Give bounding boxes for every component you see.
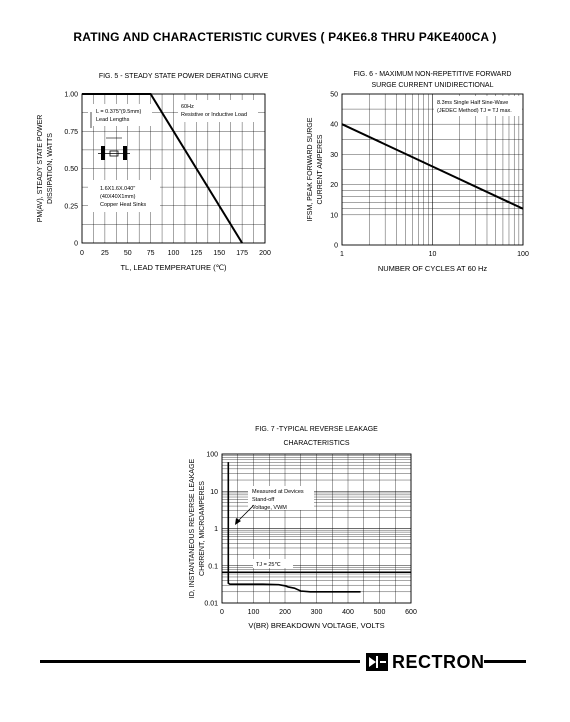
fig5-frame [81,93,266,244]
rectron-logo-icon [366,653,388,671]
fig5-annotation-text: L = 0.375"(9.5mm) [96,109,141,115]
fig6-frame [341,93,524,246]
fig5-y-tick-label: 0 [74,241,78,248]
fig5-x-tick-label: 0 [80,250,84,257]
fig5-x-tick-label: 200 [259,250,271,257]
fig7-x-tick-label: 400 [342,609,354,616]
fig7-y-tick-label: 0.01 [204,601,218,608]
fig5-annotation-box [178,100,258,122]
fig5-x-tick-label: 150 [213,250,225,257]
fig7-title: CHARACTERISTICS [283,440,349,447]
fig5-annotation-text: Copper Heat Sinks [100,202,146,208]
fig5-annotation-text: Resistive or Inductive Load [181,112,247,118]
footer-rule-left [40,660,360,663]
fig7-y-tick-label: 10 [210,489,218,496]
fig7-x-tick-label: 500 [374,609,386,616]
footer-rule-right [484,660,526,663]
fig6-series-line [341,123,524,210]
fig5-heatsink-icon [123,146,127,160]
fig5-annotation-text: 60Hz [181,104,194,110]
fig6-annotation-text: 8.3ms Single Half Sine-Wave [437,100,508,106]
fig7-y-tick-label: 100 [206,452,218,459]
fig7-annotation-text: Voltage, VWM [252,505,287,511]
fig7-y-axis-label: ID, INSTANTANEOUS REVERSE LEAKAGE [189,458,196,598]
fig6-annotation-box [434,96,522,116]
fig7-x-axis-label: V(BR) BREAKDOWN VOLTAGE, VOLTS [248,621,384,630]
fig6-y-tick-label: 0 [334,243,338,250]
fig6-annotation-text: (JEDEC Method) TJ = TJ max. [437,108,512,114]
fig7-y-tick-label: 0.1 [208,563,218,570]
fig7-pointer-arrow [236,504,255,523]
page-title: RATING AND CHARACTERISTIC CURVES ( P4KE6… [73,30,497,44]
fig5-y-tick-label: 0.50 [64,166,78,173]
fig5-series-line [82,93,243,244]
fig6-y-tick-label: 30 [330,152,338,159]
fig7-y-axis-label: CHRRENT, MICROAMPERES [199,481,206,576]
fig7-x-tick-label: 0 [220,609,224,616]
fig7-annotation-text: Stand-off [252,497,275,503]
rectron-logo: RECTRON [366,652,485,672]
fig5-x-tick-label: 75 [147,250,155,257]
fig6-x-tick-label: 10 [429,251,437,258]
fig5-x-tick-label: 125 [191,250,203,257]
fig6-y-tick-label: 40 [330,122,338,129]
fig5-annotation-box [88,104,152,126]
fig7-pointer-arrowhead [235,518,241,525]
fig5-y-axis-label: PM(AV), STEADY STATE POWER [37,115,44,223]
fig5-annotation-box [88,180,160,212]
fig6-y-axis-label: CURRENT AMPERES [317,134,324,204]
fig6-y-tick-label: 20 [330,182,338,189]
fig5-y-axis-label: DISSIPATION, WATTS [47,133,54,204]
fig7-annotation-box [248,486,314,510]
fig7-series-line [227,462,361,593]
fig7-title: FIG. 7 -TYPICAL REVERSE LEAKAGE [255,426,378,433]
fig5-x-tick-label: 100 [168,250,180,257]
fig6-title: FIG. 6 - MAXIMUM NON-REPETITIVE FORWARD [354,71,512,78]
fig5-annotation-text: (40X40X1mm) [100,194,136,200]
fig6-x-tick-label: 1 [340,251,344,258]
fig7-annotation-text: Measured at Devices [252,489,304,495]
fig6-y-axis-label: IFSM, PEAK FORWARD SURGE [307,117,314,221]
fig5-title: FIG. 5 - STEADY STATE POWER DERATING CUR… [99,73,269,80]
fig5-x-axis-label: TL, LEAD TEMPERATURE (℃) [120,263,227,272]
fig7-annotation-box [253,559,293,568]
rectron-logo-text: RECTRON [392,651,485,672]
fig7-y-tick-label: 1 [214,526,218,533]
fig6-title: SURGE CURRENT UNIDIRECTIONAL [372,82,494,89]
fig5-x-tick-label: 175 [236,250,248,257]
fig7-annotation-text: TJ = 25℃ [256,562,281,568]
fig7-x-tick-label: 600 [405,609,417,616]
fig5-x-tick-label: 25 [101,250,109,257]
fig7-x-tick-label: 200 [279,609,291,616]
fig6-x-tick-label: 100 [517,251,529,258]
fig5-heatsink-icon [101,146,105,160]
fig6-x-axis-label: NUMBER OF CYCLES AT 60 Hz [378,264,488,273]
fig7-frame [221,453,412,604]
fig7-x-tick-label: 100 [248,609,260,616]
fig5-y-tick-label: 0.75 [64,129,78,136]
fig5-y-tick-label: 1.00 [64,92,78,99]
fig5-annotation-text: 1.6X1.6X.040" [100,186,135,192]
fig6-y-tick-label: 50 [330,92,338,99]
fig5-x-tick-label: 50 [124,250,132,257]
fig5-annotation-text: Lead Lengths [96,117,130,123]
fig7-x-tick-label: 300 [311,609,323,616]
fig6-y-tick-label: 10 [330,212,338,219]
fig5-y-tick-label: 0.25 [64,203,78,210]
